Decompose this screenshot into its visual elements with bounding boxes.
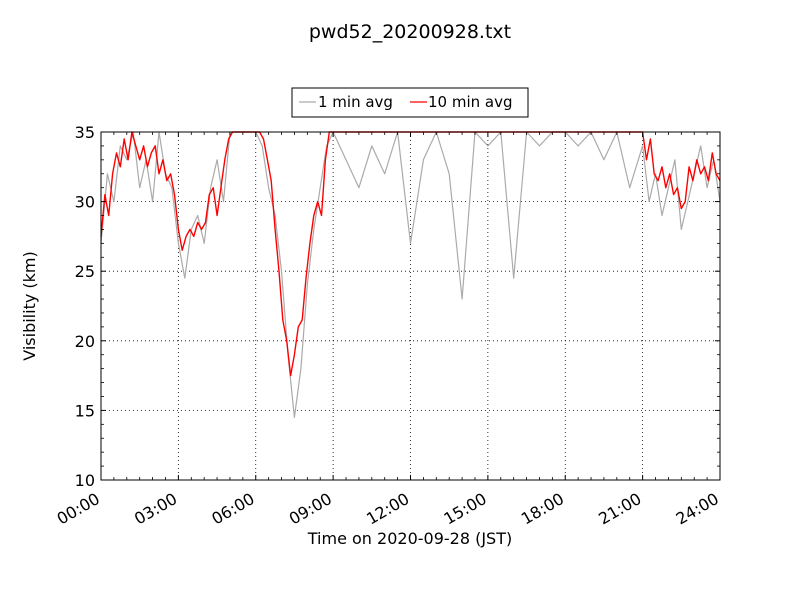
series-layer: [100, 131, 721, 418]
chart-title: pwd52_20200928.txt: [309, 21, 511, 43]
x-tick-label: 09:00: [286, 489, 335, 529]
x-tick-label: 06:00: [208, 489, 257, 529]
x-tick-label: 15:00: [440, 489, 489, 529]
x-tick-label: 18:00: [518, 489, 567, 529]
y-tick-label: 10: [75, 471, 95, 490]
y-axis-label: Visibility (km): [20, 251, 39, 360]
y-tick-label: 15: [75, 401, 95, 420]
x-tick-label: 00:00: [54, 489, 103, 529]
legend-label-10-min-avg: 10 min avg: [428, 93, 513, 111]
x-tick-label: 24:00: [673, 489, 722, 529]
x-tick-label: 21:00: [595, 489, 644, 529]
x-axis-label: Time on 2020-09-28 (JST): [307, 529, 512, 548]
y-tick-label: 20: [75, 332, 95, 351]
x-tick-label: 12:00: [363, 489, 412, 529]
legend: 1 min avg 10 min avg: [291, 87, 529, 118]
y-tick-label: 35: [75, 123, 95, 142]
grid: [101, 132, 720, 480]
series-line-10-min-avg: [100, 131, 721, 377]
y-tick-label: 25: [75, 262, 95, 281]
series-line-1-min-avg: [100, 131, 721, 418]
legend-label-1-min-avg: 1 min avg: [318, 93, 393, 111]
y-tick-label: 30: [75, 193, 95, 212]
x-tick-label: 03:00: [131, 489, 180, 529]
